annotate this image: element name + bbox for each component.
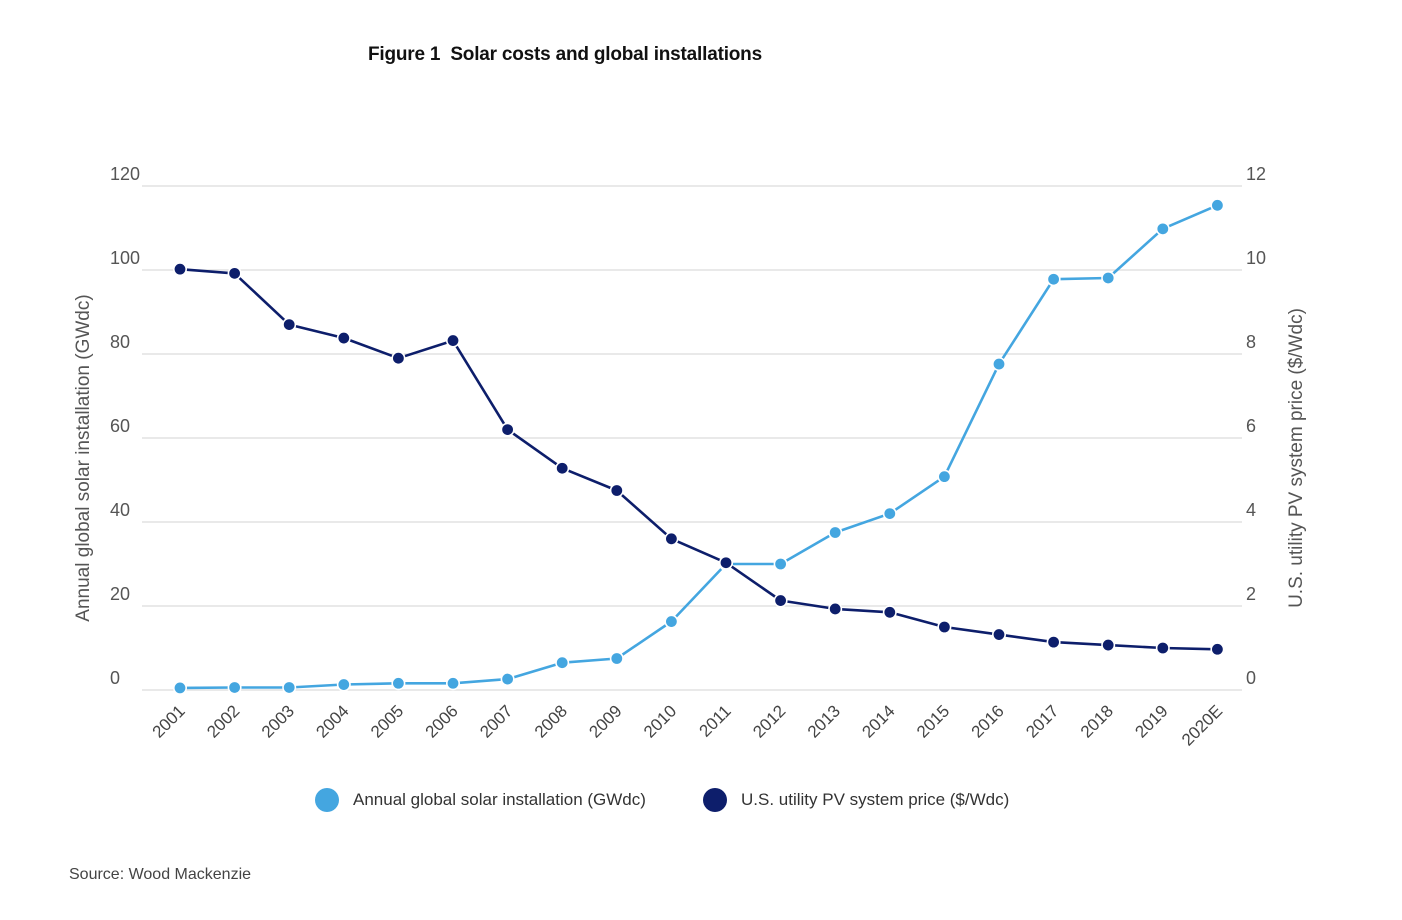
x-tick-label: 2016: [968, 701, 1008, 741]
data-point: [391, 351, 406, 366]
left-tick-label: 40: [110, 500, 130, 520]
legend-marker-installation: [315, 788, 339, 812]
legend-marker-price: [703, 788, 727, 812]
x-axis-ticks: 2001 2002 2003 2004 2005 2006 2007 2008 2009 2010…: [149, 701, 1227, 749]
x-tick-label: 2018: [1077, 701, 1117, 741]
right-tick-label: 6: [1246, 416, 1256, 436]
x-tick-label: 2020E: [1178, 701, 1226, 749]
right-tick-label: 8: [1246, 332, 1256, 352]
series-layer: [173, 198, 1225, 695]
data-point: [555, 461, 570, 476]
x-tick-label: 2001: [149, 701, 189, 741]
data-point: [227, 266, 242, 281]
right-axis-ticks: 0 2 4 6 8 10 12: [1246, 164, 1266, 688]
x-tick-label: 2009: [585, 701, 625, 741]
x-tick-label: 2019: [1131, 701, 1171, 741]
x-tick-label: 2013: [804, 701, 844, 741]
data-point: [991, 357, 1006, 372]
data-point: [882, 605, 897, 620]
data-point: [336, 677, 351, 692]
legend-label-price: U.S. utility PV system price ($/Wdc): [741, 790, 1010, 809]
left-tick-label: 60: [110, 416, 130, 436]
x-tick-label: 2008: [531, 701, 571, 741]
right-tick-label: 12: [1246, 164, 1266, 184]
data-point: [555, 655, 570, 670]
figure-title-text: Solar costs and global installations: [450, 44, 762, 65]
data-point: [282, 317, 297, 332]
x-tick-label: 2003: [258, 701, 298, 741]
data-point: [664, 531, 679, 546]
data-point: [1101, 270, 1116, 285]
left-tick-label: 0: [110, 668, 120, 688]
left-axis-label: Annual global solar installation (GWdc): [73, 294, 94, 621]
data-point: [282, 680, 297, 695]
left-tick-label: 100: [110, 248, 140, 268]
legend: Annual global solar installation (GWdc) …: [0, 788, 1402, 816]
series-price: [173, 262, 1225, 657]
data-point: [1046, 635, 1061, 650]
data-point: [227, 680, 242, 695]
data-point: [773, 556, 788, 571]
data-point: [445, 676, 460, 691]
left-tick-label: 20: [110, 584, 130, 604]
left-tick-label: 80: [110, 332, 130, 352]
series-line: [179, 204, 1218, 690]
right-tick-label: 4: [1246, 500, 1256, 520]
data-point: [1210, 642, 1225, 657]
x-tick-label: 2014: [858, 701, 898, 741]
series-installation: [173, 198, 1225, 695]
x-tick-label: 2007: [476, 701, 516, 741]
data-point: [391, 676, 406, 691]
x-tick-label: 2017: [1022, 701, 1062, 741]
x-tick-label: 2015: [913, 701, 953, 741]
source-note: Source: Wood Mackenzie: [69, 866, 252, 883]
data-point: [1155, 221, 1170, 236]
x-tick-label: 2011: [696, 701, 735, 740]
data-point: [1101, 638, 1116, 653]
x-tick-label: 2006: [422, 701, 462, 741]
data-point: [336, 331, 351, 346]
x-tick-label: 2012: [749, 701, 789, 741]
gridlines: [142, 185, 1242, 691]
figure-label: Figure 1: [368, 44, 441, 65]
data-point: [937, 619, 952, 634]
data-point: [445, 333, 460, 348]
x-tick-label: 2002: [203, 701, 243, 741]
x-tick-label: 2005: [367, 701, 407, 741]
data-point: [609, 651, 624, 666]
data-point: [828, 601, 843, 616]
x-tick-label: 2010: [640, 701, 680, 741]
data-point: [991, 627, 1006, 642]
right-tick-label: 2: [1246, 584, 1256, 604]
right-tick-label: 10: [1246, 248, 1266, 268]
data-point: [664, 614, 679, 629]
legend-label-installation: Annual global solar installation (GWdc): [353, 790, 646, 809]
x-tick-label: 2004: [312, 701, 352, 741]
data-point: [1046, 272, 1061, 287]
data-point: [500, 422, 515, 437]
right-axis-label: U.S. utility PV system price ($/Wdc): [1286, 308, 1307, 608]
data-point: [828, 525, 843, 540]
data-point: [882, 506, 897, 521]
data-point: [937, 469, 952, 484]
left-tick-label: 120: [110, 164, 140, 184]
series-line: [179, 267, 1218, 651]
data-point: [1155, 640, 1170, 655]
data-point: [1210, 198, 1225, 213]
data-point: [500, 672, 515, 687]
left-axis-ticks: 0 20 40 60 80 100 120: [110, 164, 140, 688]
data-point: [773, 593, 788, 608]
legend-item-price: U.S. utility PV system price ($/Wdc): [703, 788, 1009, 812]
figure-title: Figure 1 Solar costs and global installat…: [368, 44, 762, 66]
data-point: [609, 483, 624, 498]
data-point: [173, 262, 188, 277]
data-point: [718, 555, 733, 570]
right-tick-label: 0: [1246, 668, 1256, 688]
data-point: [173, 680, 188, 695]
legend-item-installation: Annual global solar installation (GWdc): [315, 788, 646, 812]
